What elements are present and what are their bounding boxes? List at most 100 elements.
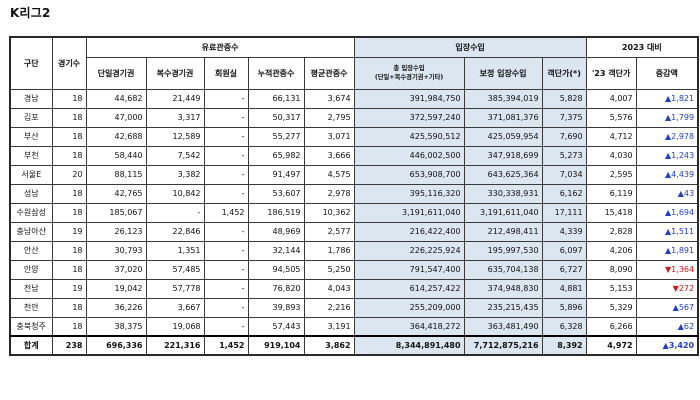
cell-team: 경남 <box>9 88 53 109</box>
cell-single-ticket: 58,440 <box>85 145 147 166</box>
cell-total-revenue: 216,422,400 <box>353 221 465 242</box>
cell-single-ticket: 26,123 <box>85 221 147 242</box>
header-total-revenue-line1: 총 입장수입 <box>393 65 425 72</box>
cell-per-customer: 7,375 <box>541 107 587 128</box>
cell-box-revenue: 385,394,019 <box>463 88 543 109</box>
cell-cumulative: 57,443 <box>247 316 305 337</box>
cell-per-customer: 6,097 <box>541 240 587 261</box>
cell-membership: - <box>203 316 249 337</box>
cell-change: ▲567 <box>635 297 699 318</box>
cell-box-revenue: 425,059,954 <box>463 126 543 147</box>
cell-team: 김포 <box>9 107 53 128</box>
cell-cumulative: 50,317 <box>247 107 305 128</box>
page-title: K리그2 <box>10 6 51 20</box>
cell-cumulative: 76,820 <box>247 278 305 299</box>
cell-per-customer: 4,881 <box>541 278 587 299</box>
table-header: 구단 경기수 유료관중수 입장수입 2023 대비 단일경기권 복수경기권 회원… <box>9 36 699 90</box>
cell-single-ticket: 42,765 <box>85 183 147 204</box>
cell-total-revenue: 255,209,000 <box>353 297 465 318</box>
cell-per-customer: 8,392 <box>541 335 587 356</box>
cell-multi-ticket: 21,449 <box>145 88 205 109</box>
cell-average: 2,577 <box>303 221 355 242</box>
cell-membership: - <box>203 183 249 204</box>
cell-membership: - <box>203 145 249 166</box>
cell-single-ticket: 185,067 <box>85 202 147 223</box>
cell-multi-ticket: 12,589 <box>145 126 205 147</box>
cell-single-ticket: 38,375 <box>85 316 147 337</box>
cell-single-ticket: 44,682 <box>85 88 147 109</box>
cell-cumulative: 91,497 <box>247 164 305 185</box>
cell-cumulative: 48,969 <box>247 221 305 242</box>
cell-box-revenue: 371,081,376 <box>463 107 543 128</box>
cell-cumulative: 919,104 <box>247 335 305 356</box>
cell-multi-ticket: 19,068 <box>145 316 205 337</box>
cell-box-revenue: 7,712,875,216 <box>463 335 543 356</box>
cell-per-customer: 6,162 <box>541 183 587 204</box>
header-cumulative: 누적관중수 <box>247 56 305 90</box>
table-row: 부천 18 58,440 7,542-65,982 3,666 446,002,500 34… <box>9 145 699 166</box>
cell-box-revenue: 195,997,530 <box>463 240 543 261</box>
cell-games: 18 <box>51 126 87 147</box>
cell-cumulative: 32,144 <box>247 240 305 261</box>
cell-box-revenue: 643,625,364 <box>463 164 543 185</box>
cell-single-ticket: 47,000 <box>85 107 147 128</box>
table-body: 경남 18 44,682 21,449-66,131 3,674 391,984,750 3… <box>9 88 699 356</box>
cell-games: 18 <box>51 259 87 280</box>
cell-per-customer: 5,896 <box>541 297 587 318</box>
cell-games: 18 <box>51 88 87 109</box>
cell-box-revenue: 212,498,411 <box>463 221 543 242</box>
cell-membership: - <box>203 88 249 109</box>
cell-games: 18 <box>51 240 87 261</box>
table-row: 부산 18 42,688 12,589-55,277 3,071 425,590,512 4… <box>9 126 699 147</box>
cell-average: 2,795 <box>303 107 355 128</box>
header-year-group: 2023 대비 <box>585 36 699 58</box>
table-row: 전남 19 19,042 57,778-76,820 4,043 614,257,422 3… <box>9 278 699 299</box>
table-row: 안양 18 37,020 57,485-94,505 5,250 791,547,400 6… <box>9 259 699 280</box>
cell-total-revenue: 364,418,272 <box>353 316 465 337</box>
cell-single-ticket: 37,020 <box>85 259 147 280</box>
cell-average: 2,216 <box>303 297 355 318</box>
cell-games: 19 <box>51 221 87 242</box>
cell-average: 5,250 <box>303 259 355 280</box>
table-row: 천안 18 36,226 3,667-39,893 2,216 255,209,000 23… <box>9 297 699 318</box>
header-single-ticket: 단일경기권 <box>85 56 147 90</box>
cell-total-revenue: 446,002,500 <box>353 145 465 166</box>
cell-games: 18 <box>51 202 87 223</box>
cell-change: ▲4,439 <box>635 164 699 185</box>
cell-total-revenue: 791,547,400 <box>353 259 465 280</box>
cell-prev-per-customer: 6,119 <box>585 183 637 204</box>
cell-prev-per-customer: 2,595 <box>585 164 637 185</box>
cell-average: 3,862 <box>303 335 355 356</box>
cell-total-revenue: 226,225,924 <box>353 240 465 261</box>
cell-average: 3,674 <box>303 88 355 109</box>
cell-prev-per-customer: 4,007 <box>585 88 637 109</box>
cell-team: 전남 <box>9 278 53 299</box>
header-average: 평균관중수 <box>303 56 355 90</box>
cell-team: 안양 <box>9 259 53 280</box>
cell-multi-ticket: 3,317 <box>145 107 205 128</box>
header-total-revenue-line2: (단일+복수경기권+기타) <box>374 74 444 81</box>
cell-team: 충북청주 <box>9 316 53 337</box>
cell-total-revenue: 425,590,512 <box>353 126 465 147</box>
cell-box-revenue: 363,481,490 <box>463 316 543 337</box>
cell-cumulative: 66,131 <box>247 88 305 109</box>
cell-total-revenue: 3,191,611,040 <box>353 202 465 223</box>
cell-team: 서울E <box>9 164 53 185</box>
cell-team: 수원삼성 <box>9 202 53 223</box>
header-multi-ticket: 복수경기권 <box>145 56 205 90</box>
cell-change: ▲62 <box>635 316 699 337</box>
cell-average: 3,071 <box>303 126 355 147</box>
cell-prev-per-customer: 4,972 <box>585 335 637 356</box>
cell-average: 10,362 <box>303 202 355 223</box>
cell-multi-ticket: 57,485 <box>145 259 205 280</box>
cell-multi-ticket: 10,842 <box>145 183 205 204</box>
cell-cumulative: 53,607 <box>247 183 305 204</box>
cell-membership: - <box>203 259 249 280</box>
cell-box-revenue: 235,215,435 <box>463 297 543 318</box>
cell-multi-ticket: 57,778 <box>145 278 205 299</box>
header-team: 구단 <box>9 36 53 90</box>
cell-single-ticket: 30,793 <box>85 240 147 261</box>
cell-team: 합계 <box>9 335 53 356</box>
cell-games: 18 <box>51 107 87 128</box>
cell-single-ticket: 19,042 <box>85 278 147 299</box>
